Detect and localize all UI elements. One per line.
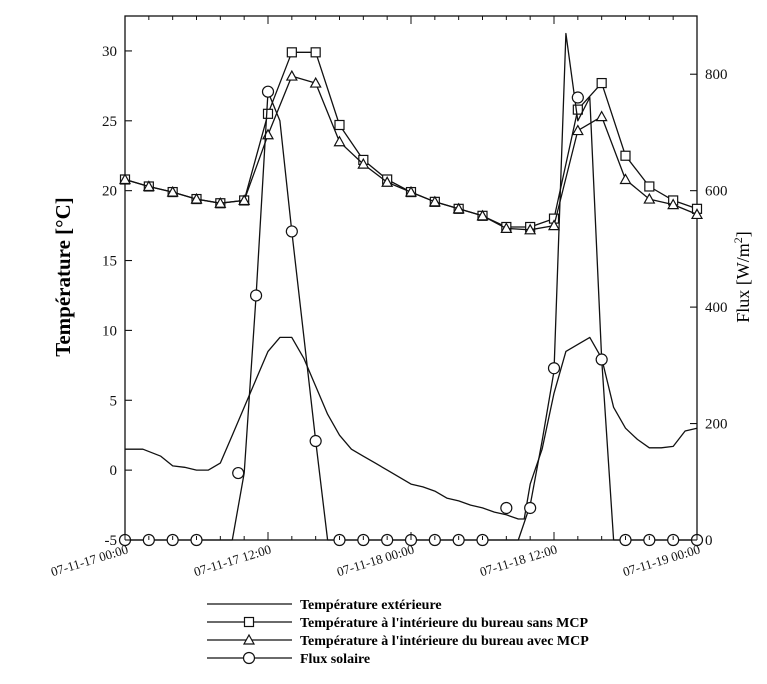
- triangle-marker: [595, 110, 608, 122]
- circle-marker: [309, 434, 322, 448]
- circle-marker: [524, 501, 537, 515]
- triangle-marker: [238, 194, 251, 206]
- y-right-tick-label: 800: [705, 67, 728, 83]
- x-tick-label: 07-11-18 00:00: [335, 542, 416, 580]
- y-left-tick-label: -5: [105, 533, 118, 549]
- triangle-marker: [333, 135, 346, 147]
- square-marker: [644, 181, 655, 192]
- y-right-tick-label: 200: [705, 417, 728, 433]
- circle-marker: [261, 85, 275, 98]
- square-marker: [596, 77, 607, 89]
- square-marker: [334, 119, 345, 131]
- triangle-marker: [285, 69, 298, 81]
- chart-ticks: -5 0 5 10 15 20 25 30 0 200 400 600 800 07-11-17 00:0…: [49, 16, 728, 579]
- triangle-marker: [190, 192, 203, 204]
- triangle-marker: [214, 197, 227, 208]
- series-line: [125, 336, 698, 520]
- y-axis-right-title-end: ]: [733, 231, 753, 237]
- square-marker-icon: [243, 616, 255, 628]
- triangle-marker: [452, 202, 465, 214]
- y-axis-right-title: Flux [W/m2]: [731, 231, 753, 323]
- square-marker: [572, 104, 583, 115]
- triangle-marker: [476, 209, 489, 221]
- triangle-marker: [118, 173, 132, 185]
- legend-label: Température à l'intérieure du bureau san…: [300, 616, 588, 631]
- circle-marker: [232, 466, 245, 480]
- series-line: [124, 51, 698, 228]
- circle-marker-icon: [242, 651, 256, 665]
- circle-marker: [500, 501, 513, 515]
- triangle-marker: [667, 198, 680, 210]
- square-marker: [310, 47, 321, 58]
- y-left-tick-label: 15: [102, 254, 117, 270]
- triangle-marker: [643, 192, 656, 204]
- circle-marker: [571, 91, 584, 104]
- triangle-marker: [619, 173, 632, 185]
- y-left-tick-label: 10: [102, 323, 117, 339]
- y-left-tick-label: 30: [102, 44, 117, 60]
- triangle-marker: [404, 185, 418, 197]
- y-axis-right-title-base: Flux [W/m: [733, 243, 753, 323]
- circle-marker: [285, 225, 298, 238]
- y-left-tick-label: 20: [102, 184, 117, 200]
- y-left-tick-label: 0: [110, 463, 118, 479]
- series-line: [125, 32, 697, 541]
- y-left-tick-label: 25: [102, 114, 117, 130]
- triangle-marker: [500, 222, 513, 233]
- y-right-tick-label: 400: [705, 300, 728, 316]
- y-left-tick-label: 5: [110, 393, 118, 409]
- x-tick-label: 07-11-19 00:00: [621, 542, 702, 580]
- legend: Température extérieure Température à l'i…: [207, 598, 589, 667]
- triangle-marker: [524, 223, 537, 235]
- x-tick-label: 07-11-18 12:00: [478, 542, 559, 580]
- triangle-marker: [357, 157, 370, 169]
- legend-label: Flux solaire: [300, 652, 370, 667]
- x-tick-label: 07-11-17 00:00: [49, 542, 130, 580]
- y-axis-left-title: Température [°C]: [51, 197, 75, 356]
- y-right-tick-label: 0: [705, 533, 713, 549]
- square-marker: [286, 47, 297, 58]
- series-line: [124, 75, 698, 231]
- triangle-marker: [690, 208, 704, 220]
- legend-item-without-mcp: Température à l'intérieure du bureau san…: [207, 616, 588, 631]
- square-marker: [620, 150, 631, 161]
- legend-label: Température à l'intérieure du bureau ave…: [300, 634, 589, 649]
- triangle-marker: [309, 76, 322, 88]
- circle-marker: [595, 353, 608, 366]
- triangle-marker: [428, 195, 441, 207]
- legend-item-exterior: Température extérieure: [207, 598, 442, 613]
- legend-label: Température extérieure: [300, 598, 442, 613]
- triangle-marker-icon: [242, 633, 256, 645]
- triangle-marker: [261, 128, 275, 140]
- legend-item-solar-flux: Flux solaire: [207, 651, 370, 667]
- triangle-marker: [142, 180, 155, 192]
- y-axis-right-title-superscript: 2: [731, 237, 745, 243]
- circle-marker: [249, 289, 263, 302]
- x-tick-label: 07-11-17 12:00: [192, 542, 273, 580]
- plot-frame: [124, 15, 698, 541]
- triangle-marker: [166, 185, 179, 197]
- legend-item-with-mcp: Température à l'intérieure du bureau ave…: [207, 633, 589, 649]
- chart-series: [118, 32, 704, 547]
- triangle-marker: [571, 124, 584, 136]
- chart-axes: [124, 15, 698, 541]
- circle-marker: [547, 362, 561, 375]
- square-marker: [262, 108, 274, 119]
- triangle-marker: [381, 176, 394, 187]
- triangle-marker: [547, 219, 561, 231]
- y-right-tick-label: 600: [705, 184, 728, 200]
